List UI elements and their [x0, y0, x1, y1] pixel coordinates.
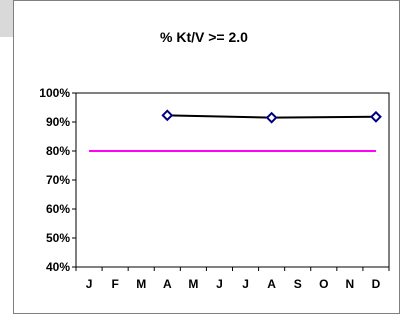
- x-tick-label: A: [163, 277, 172, 291]
- plot-area: 100% 90% 80% 70% 60% 50% 40% J F M A M J J A S O N D: [39, 86, 390, 291]
- x-tick-label: O: [319, 277, 328, 291]
- sheet-corner-mark: [0, 0, 13, 37]
- y-tick-label: 50%: [46, 231, 70, 245]
- y-tick-label: 70%: [46, 173, 70, 187]
- x-tick-label: F: [111, 277, 118, 291]
- x-tick-label: J: [216, 277, 223, 291]
- x-tick-label: J: [86, 277, 93, 291]
- x-tick-label: S: [294, 277, 302, 291]
- y-tick-label: 60%: [46, 202, 70, 216]
- x-tick-label: M: [136, 277, 146, 291]
- chart-title: % Kt/V >= 2.0: [160, 29, 248, 45]
- series-point-0: [265, 111, 278, 124]
- y-tick-label: 80%: [46, 144, 70, 158]
- plot-border: [75, 92, 390, 268]
- series-point-0: [370, 110, 382, 123]
- x-tick-label: A: [267, 277, 276, 291]
- chart-frame: % Kt/V >= 2.0 100% 90% 80% 70% 60% 50% 40% J F M A…: [13, 0, 400, 314]
- y-tick-label: 40%: [46, 260, 70, 274]
- chart-svg: % Kt/V >= 2.0 100% 90% 80% 70% 60% 50% 40% J F M A…: [39, 29, 390, 291]
- series-point-0: [161, 109, 174, 122]
- x-tick-label: D: [372, 277, 381, 291]
- x-tick-label: N: [346, 277, 355, 291]
- y-tick-label: 100%: [39, 86, 70, 100]
- x-tick-label: J: [242, 277, 249, 291]
- x-tick-label: M: [188, 277, 198, 291]
- y-tick-label: 90%: [46, 115, 70, 129]
